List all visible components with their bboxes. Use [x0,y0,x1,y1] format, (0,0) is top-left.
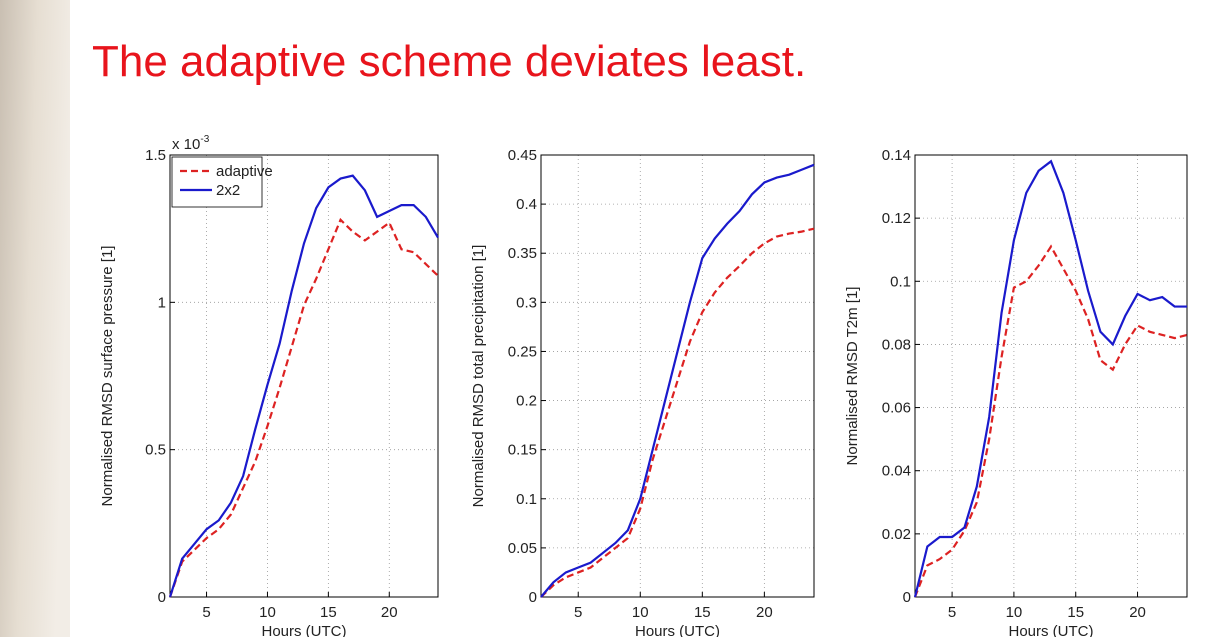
x-tick-label: 5 [202,604,210,621]
x-tick-label: 10 [259,604,276,621]
axes-box [914,154,1188,598]
background-strip [0,0,70,637]
x-tick-label: 15 [1067,604,1084,621]
data-line [913,159,1187,598]
y-tick-label: 0.3 [516,294,537,311]
y-tick-label: 0.06 [882,400,911,417]
x-axis-label: Hours (UTC) [1009,623,1094,637]
x-tick-label: 10 [1006,604,1023,621]
x-tick-label: 10 [632,604,649,621]
axes-box [169,154,439,598]
x-tick-label: 15 [694,604,711,621]
legend-label: adaptive [216,163,273,180]
y-tick-label: 0 [903,589,911,606]
data-line [913,244,1188,598]
y-tick-label: 0.1 [890,273,911,290]
x-axis-label: Hours (UTC) [262,623,347,637]
y-tick-label: 0.45 [508,147,537,164]
data-line [540,163,815,598]
y-multiplier-base: x 10 [172,136,200,153]
y-tick-label: 0.5 [145,442,166,459]
y-tick-label: 0.1 [516,491,537,508]
x-tick-label: 20 [756,604,773,621]
y-multiplier: x 10-3 [172,134,210,153]
x-tick-label: 5 [574,604,582,621]
y-tick-label: 0.04 [882,463,911,480]
data-line [540,227,815,598]
x-tick-label: 15 [320,604,337,621]
y-tick-label: 1 [158,294,166,311]
x-tick-label: 20 [381,604,398,621]
y-tick-label: 0.08 [882,336,911,353]
x-tick-label: 5 [948,604,956,621]
y-tick-label: 0.4 [516,196,537,213]
y-axis-label: Normalised RMSD T2m [1] [844,287,861,466]
y-axis-label: Normalised RMSD surface pressure [1] [99,246,116,507]
legend-label: 2x2 [216,182,240,199]
data-line [168,174,439,598]
y-tick-label: 0 [158,589,166,606]
x-axis-label: Hours (UTC) [635,623,720,637]
y-tick-label: 0.02 [882,526,911,543]
y-tick-label: 0.25 [508,343,537,360]
y-multiplier-exponent: -3 [200,134,209,145]
y-tick-label: 0.35 [508,245,537,262]
legend-box [171,156,263,208]
y-tick-label: 0.15 [508,442,537,459]
y-tick-label: 0.2 [516,393,537,410]
y-axis-label: Normalised RMSD total precipitation [1] [470,245,487,508]
axes-box [540,154,815,598]
y-tick-label: 0 [529,589,537,606]
y-tick-label: 0.14 [882,147,911,164]
slide-title: The adaptive scheme deviates least. [92,37,806,86]
y-tick-label: 1.5 [145,147,166,164]
y-tick-label: 0.12 [882,210,911,227]
y-tick-label: 0.05 [508,540,537,557]
data-line [168,217,439,598]
x-tick-label: 20 [1129,604,1146,621]
